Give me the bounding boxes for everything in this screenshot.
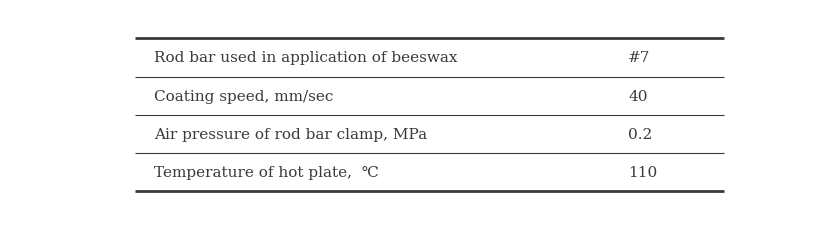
Text: 110: 110 (629, 166, 657, 180)
Text: Rod bar used in application of beeswax: Rod bar used in application of beeswax (154, 51, 458, 65)
Text: Temperature of hot plate,  ℃: Temperature of hot plate, ℃ (154, 166, 379, 180)
Text: Air pressure of rod bar clamp, MPa: Air pressure of rod bar clamp, MPa (154, 127, 428, 141)
Text: Coating speed, mm/sec: Coating speed, mm/sec (154, 89, 334, 103)
Text: #7: #7 (629, 51, 651, 65)
Text: 0.2: 0.2 (629, 127, 653, 141)
Text: 40: 40 (629, 89, 648, 103)
